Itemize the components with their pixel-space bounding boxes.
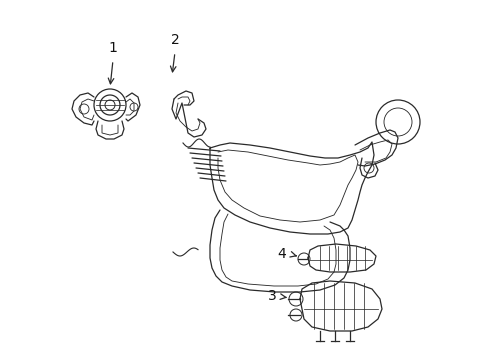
- Text: 2: 2: [170, 33, 179, 47]
- Text: 4: 4: [277, 247, 286, 261]
- Text: 3: 3: [267, 289, 276, 303]
- Text: 1: 1: [108, 41, 117, 55]
